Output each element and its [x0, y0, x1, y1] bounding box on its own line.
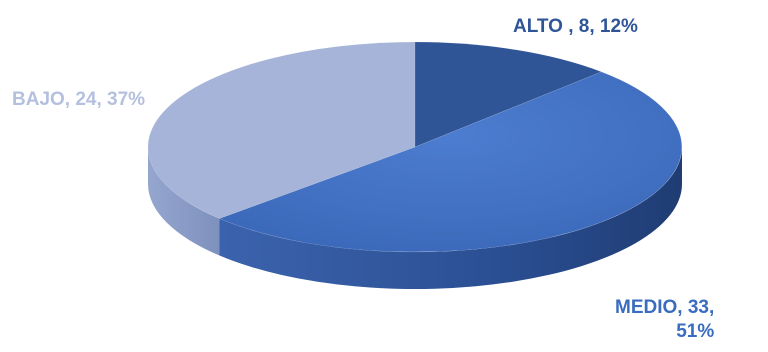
data-label-medio-line2: 51%	[676, 321, 715, 342]
pie-slice-bajo	[147, 41, 416, 219]
pie-slice-alto	[414, 41, 603, 148]
data-label-medio-line1: MEDIO, 33,	[615, 297, 715, 318]
data-label-medio: MEDIO, 33, 51%	[615, 296, 714, 344]
data-label-alto: ALTO , 8, 12%	[513, 16, 638, 37]
data-label-bajo: BAJO, 24, 37%	[12, 89, 146, 110]
pie-slice-medio	[218, 71, 683, 253]
pie-side-medio	[219, 147, 683, 290]
pie-side-bajo	[148, 147, 220, 256]
